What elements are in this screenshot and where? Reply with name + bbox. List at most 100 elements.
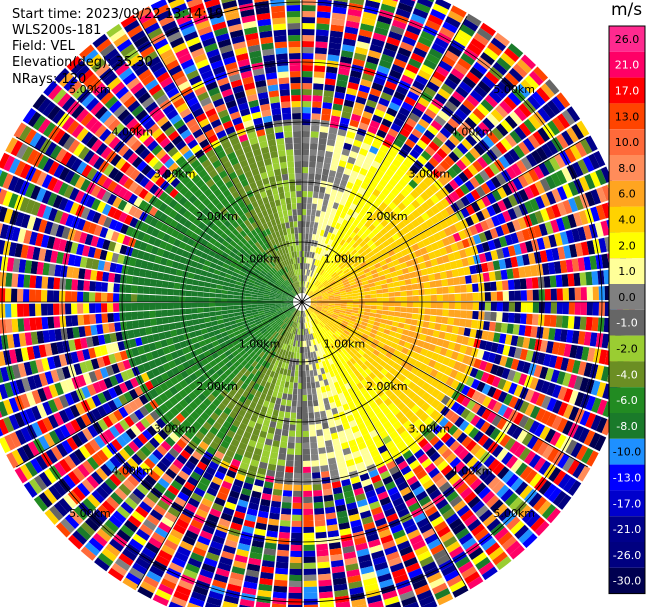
velocity-gate bbox=[220, 512, 233, 522]
velocity-gate bbox=[420, 212, 430, 222]
velocity-gate bbox=[252, 311, 259, 316]
velocity-gate bbox=[516, 255, 525, 267]
velocity-gate bbox=[440, 83, 455, 95]
velocity-gate bbox=[512, 177, 524, 191]
velocity-gate bbox=[302, 394, 308, 401]
velocity-gate bbox=[281, 302, 288, 305]
velocity-gate bbox=[321, 360, 327, 368]
velocity-gate bbox=[310, 277, 315, 284]
velocity-gate bbox=[483, 472, 496, 486]
velocity-gate bbox=[313, 489, 323, 497]
velocity-gate bbox=[173, 302, 180, 309]
velocity-gate bbox=[341, 331, 349, 338]
velocity-gate bbox=[355, 244, 362, 252]
velocity-gate bbox=[395, 52, 410, 63]
velocity-gate bbox=[187, 325, 195, 333]
velocity-gate bbox=[357, 257, 365, 265]
velocity-gate bbox=[538, 223, 548, 237]
velocity-gate bbox=[144, 414, 156, 425]
velocity-gate bbox=[436, 256, 444, 265]
velocity-gate bbox=[357, 90, 369, 100]
velocity-gate bbox=[308, 340, 312, 347]
velocity-gate bbox=[0, 335, 3, 350]
velocity-gate bbox=[128, 492, 142, 505]
velocity-gate bbox=[314, 280, 319, 286]
velocity-gate bbox=[562, 288, 569, 301]
velocity-gate bbox=[226, 469, 237, 479]
velocity-gate bbox=[465, 216, 475, 227]
velocity-gate bbox=[352, 241, 359, 249]
velocity-gate bbox=[251, 360, 258, 368]
velocity-gate bbox=[305, 316, 309, 323]
velocity-gate bbox=[528, 115, 542, 130]
velocity-gate bbox=[238, 442, 248, 451]
velocity-gate bbox=[93, 346, 103, 358]
velocity-gate bbox=[356, 237, 364, 245]
velocity-gate bbox=[586, 450, 599, 467]
velocity-gate bbox=[439, 530, 454, 543]
velocity-gate bbox=[414, 2, 431, 14]
velocity-gate bbox=[73, 448, 86, 463]
velocity-gate bbox=[355, 436, 365, 445]
velocity-gate bbox=[268, 518, 280, 526]
velocity-gate bbox=[357, 554, 372, 563]
velocity-gate bbox=[375, 567, 391, 577]
velocity-gate bbox=[351, 211, 359, 219]
velocity-gate bbox=[380, 318, 388, 324]
velocity-gate bbox=[316, 435, 325, 443]
velocity-gate bbox=[427, 14, 444, 26]
velocity-gate bbox=[360, 217, 368, 225]
velocity-gate bbox=[282, 308, 289, 312]
velocity-gate bbox=[224, 368, 232, 377]
velocity-gate bbox=[392, 397, 402, 407]
velocity-gate bbox=[292, 394, 298, 401]
velocity-gate bbox=[338, 467, 348, 475]
velocity-gate bbox=[551, 96, 566, 112]
velocity-gate bbox=[378, 97, 390, 107]
velocity-gate bbox=[434, 323, 442, 331]
velocity-gate bbox=[368, 223, 376, 232]
velocity-gate bbox=[345, 311, 352, 315]
velocity-gate bbox=[322, 297, 329, 300]
velocity-gate bbox=[573, 212, 583, 227]
velocity-gate bbox=[518, 373, 528, 386]
velocity-gate bbox=[141, 429, 153, 441]
velocity-gate bbox=[521, 508, 537, 524]
velocity-gate bbox=[346, 569, 361, 578]
velocity-gate bbox=[352, 293, 359, 297]
velocity-gate bbox=[316, 304, 323, 307]
velocity-gate bbox=[35, 275, 43, 289]
velocity-gate bbox=[344, 382, 352, 390]
velocity-gate bbox=[204, 363, 213, 371]
velocity-gate bbox=[368, 316, 376, 321]
velocity-gate bbox=[293, 309, 298, 315]
velocity-gate bbox=[461, 436, 473, 448]
velocity-gate bbox=[326, 518, 338, 526]
velocity-gate bbox=[275, 304, 282, 307]
velocity-gate bbox=[453, 444, 465, 456]
velocity-gate bbox=[302, 281, 305, 288]
velocity-gate bbox=[544, 221, 554, 235]
velocity-gate bbox=[488, 162, 500, 175]
velocity-gate bbox=[317, 5, 332, 13]
velocity-gate bbox=[402, 207, 412, 217]
velocity-gate bbox=[315, 308, 322, 312]
velocity-gate bbox=[408, 112, 421, 123]
velocity-gate bbox=[302, 191, 308, 198]
velocity-gate bbox=[405, 117, 417, 128]
velocity-gate bbox=[462, 167, 474, 180]
velocity-gate bbox=[412, 302, 419, 308]
velocity-gate bbox=[596, 381, 607, 398]
velocity-gate bbox=[378, 123, 390, 134]
velocity-gate bbox=[310, 320, 315, 327]
velocity-gate bbox=[403, 601, 420, 607]
velocity-gate bbox=[289, 568, 302, 575]
velocity-gate bbox=[425, 53, 440, 65]
velocity-gate bbox=[332, 324, 339, 331]
velocity-gate bbox=[488, 321, 496, 332]
velocity-gate bbox=[334, 339, 341, 347]
velocity-gate bbox=[504, 115, 518, 129]
velocity-gate bbox=[168, 463, 181, 475]
velocity-gate bbox=[491, 414, 503, 427]
velocity-gate bbox=[251, 540, 264, 548]
